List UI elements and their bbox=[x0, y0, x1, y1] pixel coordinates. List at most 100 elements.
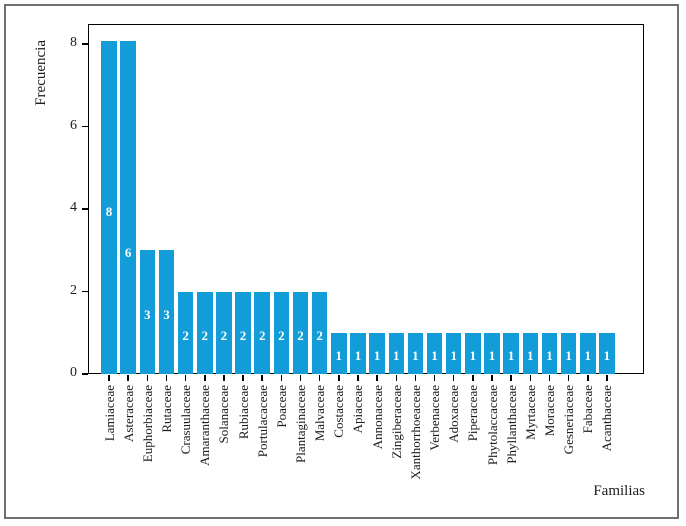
x-tick-label: Phytolaccaceae bbox=[484, 385, 500, 466]
x-tick bbox=[204, 375, 206, 381]
x-tick bbox=[318, 375, 321, 381]
x-tick bbox=[376, 375, 378, 381]
bar-value-label: 1 bbox=[488, 348, 496, 364]
bar-value-label: 1 bbox=[393, 348, 400, 364]
bar bbox=[177, 291, 194, 374]
bar-value-label: 2 bbox=[239, 327, 247, 343]
x-tick-label: Adoxaceae bbox=[446, 385, 462, 443]
y-tick bbox=[82, 208, 88, 210]
bar-value-label: 1 bbox=[546, 348, 553, 364]
bar bbox=[350, 332, 366, 374]
x-tick-label: Zingiberaceae bbox=[388, 385, 404, 459]
bar bbox=[369, 332, 385, 374]
x-tick-label: Gesneriaceae bbox=[561, 385, 577, 455]
bar bbox=[158, 250, 175, 374]
bar-value-label: 1 bbox=[507, 348, 515, 364]
y-tick bbox=[82, 373, 88, 375]
x-tick bbox=[529, 375, 532, 381]
x-tick bbox=[357, 375, 359, 381]
x-tick bbox=[587, 375, 589, 381]
x-axis-label: Familias bbox=[593, 483, 645, 499]
bar-value-label: 1 bbox=[603, 348, 611, 364]
bar bbox=[503, 332, 519, 374]
x-tick bbox=[395, 375, 397, 381]
bar-value-label: 1 bbox=[527, 348, 534, 364]
bar-value-label: 3 bbox=[144, 307, 151, 323]
bar bbox=[273, 291, 290, 374]
bar bbox=[560, 332, 577, 374]
bar-value-label: 8 bbox=[105, 204, 113, 219]
x-tick-label: Malvaceae bbox=[312, 385, 328, 442]
x-tick-label: Phyllanthaceae bbox=[503, 385, 519, 464]
bar bbox=[484, 332, 500, 374]
x-tick-label: Asteraceae bbox=[120, 385, 136, 443]
bar-value-label: 2 bbox=[182, 327, 189, 343]
x-tick bbox=[242, 375, 244, 381]
bar-value-label: 1 bbox=[565, 348, 572, 364]
x-tick bbox=[146, 375, 149, 381]
bar bbox=[216, 291, 232, 374]
x-tick-label: Costaceae bbox=[331, 385, 347, 438]
x-tick-label: Crasuulaceae bbox=[178, 385, 194, 455]
x-tick bbox=[223, 375, 225, 381]
x-tick bbox=[127, 375, 129, 381]
x-tick-label: Amaranthaceae bbox=[197, 385, 213, 466]
bar bbox=[139, 250, 156, 374]
bar bbox=[331, 332, 347, 374]
y-tick-label: 2 bbox=[70, 282, 77, 298]
y-tick bbox=[82, 290, 88, 293]
x-tick-label: Myrtaceae bbox=[522, 385, 538, 440]
x-tick bbox=[338, 375, 340, 381]
bar-value-label: 1 bbox=[431, 348, 438, 364]
x-tick-label: Apiaceae bbox=[350, 385, 366, 434]
bar bbox=[599, 332, 615, 374]
bar-value-label: 1 bbox=[354, 348, 362, 364]
bar bbox=[580, 332, 596, 374]
x-tick-label: Piperaceae bbox=[465, 385, 481, 442]
bar-value-label: 1 bbox=[450, 348, 457, 364]
y-tick-label: 6 bbox=[70, 117, 77, 133]
bar-value-label: 2 bbox=[258, 327, 266, 343]
x-tick-label: Rubiaceae bbox=[235, 385, 251, 440]
bar-value-label: 1 bbox=[469, 348, 477, 364]
x-tick-label: Euphorbiaceae bbox=[139, 385, 155, 463]
x-tick bbox=[108, 375, 110, 381]
x-tick-label: Moraceae bbox=[541, 385, 557, 437]
x-tick bbox=[567, 375, 570, 381]
x-tick-label: Verbenaceae bbox=[427, 385, 443, 451]
bar bbox=[101, 41, 117, 374]
x-tick bbox=[299, 375, 302, 381]
x-tick bbox=[165, 375, 168, 381]
bar-value-label: 3 bbox=[163, 307, 170, 323]
x-tick-label: Acanthaceae bbox=[599, 385, 615, 452]
bar bbox=[311, 291, 328, 374]
x-tick bbox=[414, 375, 417, 381]
x-tick-label: Rutaceae bbox=[158, 385, 174, 433]
x-tick-label: Fabaceae bbox=[580, 385, 596, 434]
x-tick bbox=[184, 375, 187, 381]
x-tick bbox=[548, 375, 551, 381]
bar-value-label: 1 bbox=[335, 348, 343, 364]
x-tick bbox=[280, 375, 283, 381]
x-tick bbox=[606, 375, 608, 381]
bar-value-label: 2 bbox=[297, 327, 304, 343]
y-tick-label: 4 bbox=[70, 200, 77, 215]
x-tick bbox=[510, 375, 512, 381]
bar bbox=[465, 332, 481, 374]
x-tick bbox=[433, 375, 436, 381]
x-tick-label: Lamiaceae bbox=[101, 385, 117, 442]
bar bbox=[235, 291, 251, 374]
x-tick bbox=[472, 375, 474, 381]
bar bbox=[426, 332, 443, 374]
x-tick-label: Solanaceae bbox=[216, 385, 232, 444]
bar-value-label: 2 bbox=[220, 327, 228, 343]
x-tick-label: Annonaceae bbox=[369, 385, 385, 450]
bar-value-label: 1 bbox=[584, 348, 592, 364]
bar-value-label: 2 bbox=[278, 327, 285, 343]
bar bbox=[197, 291, 213, 374]
x-tick bbox=[491, 375, 493, 381]
x-tick-label: Portulacaceae bbox=[254, 385, 270, 458]
bar bbox=[120, 41, 136, 374]
bar bbox=[445, 332, 462, 374]
